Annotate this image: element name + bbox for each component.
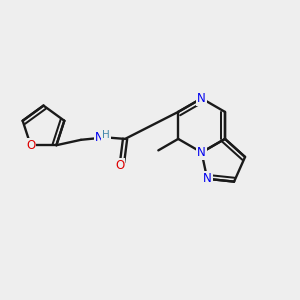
Text: N: N <box>203 172 212 185</box>
Text: N: N <box>197 146 206 159</box>
Text: N: N <box>95 131 104 144</box>
Text: H: H <box>102 130 110 140</box>
Text: O: O <box>26 139 35 152</box>
Text: O: O <box>115 159 124 172</box>
Text: N: N <box>197 92 206 105</box>
